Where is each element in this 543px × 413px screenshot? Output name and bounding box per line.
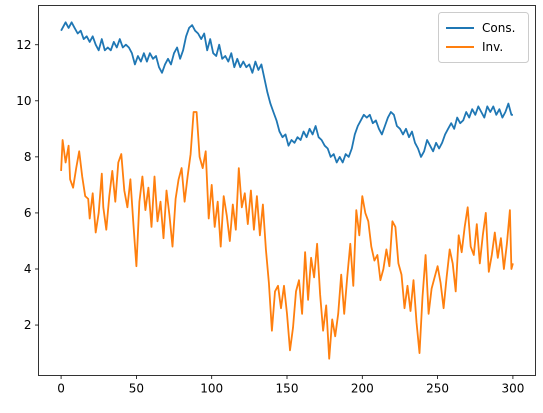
x-axis-ticks: 0 50 100 150 200 250 300 bbox=[57, 375, 524, 396]
legend: Cons. Inv. bbox=[438, 12, 529, 63]
x-tick-label: 250 bbox=[426, 382, 449, 396]
legend-label-cons: Cons. bbox=[482, 21, 515, 35]
x-tick-label: 300 bbox=[501, 382, 524, 396]
plot-frame bbox=[38, 5, 536, 376]
y-tick-label: 4 bbox=[24, 262, 32, 276]
series-line-cons bbox=[60, 21, 513, 164]
legend-box bbox=[438, 12, 529, 63]
x-tick-label: 0 bbox=[57, 382, 65, 396]
x-tick-label: 200 bbox=[351, 382, 374, 396]
x-tick-label: 100 bbox=[200, 382, 223, 396]
legend-label-inv: Inv. bbox=[482, 40, 503, 54]
y-tick-label: 12 bbox=[16, 38, 31, 52]
y-tick-label: 8 bbox=[24, 150, 32, 164]
y-axis-ticks: 2 4 6 8 10 12 bbox=[16, 38, 39, 332]
series-lines bbox=[60, 21, 514, 360]
y-tick-label: 2 bbox=[24, 318, 32, 332]
x-tick-label: 50 bbox=[129, 382, 144, 396]
x-tick-label: 150 bbox=[276, 382, 299, 396]
y-tick-label: 10 bbox=[16, 94, 31, 108]
y-tick-label: 6 bbox=[24, 206, 32, 220]
series-line-inv bbox=[60, 111, 514, 360]
